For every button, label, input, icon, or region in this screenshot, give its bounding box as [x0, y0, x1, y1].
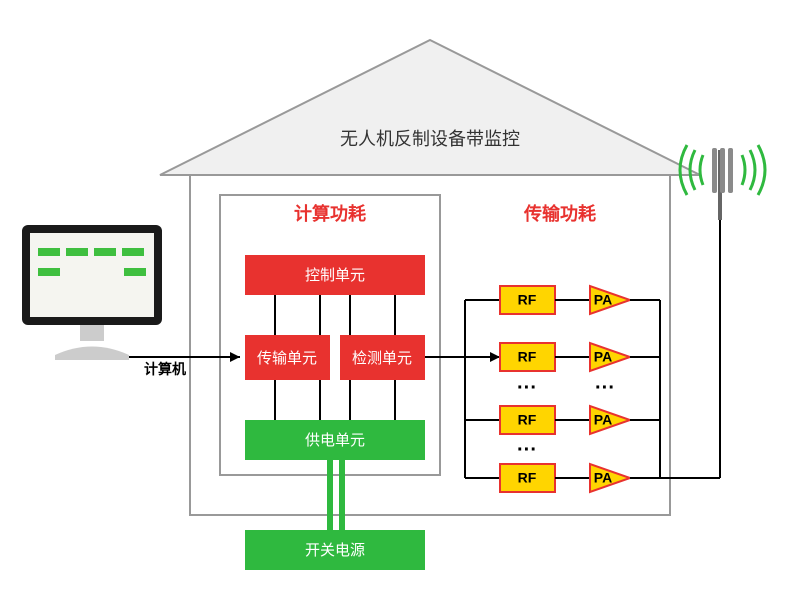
computer-label: 计算机 — [144, 361, 186, 377]
dots: ··· — [517, 377, 537, 399]
pa-label: PA — [594, 349, 612, 365]
rf-label: RF — [518, 470, 537, 486]
diagram-title: 无人机反制设备带监控 — [340, 129, 520, 149]
power-unit-label: 供电单元 — [305, 432, 365, 449]
detect-unit-label: 检测单元 — [352, 350, 412, 367]
transmit-section-title: 传输功耗 — [523, 203, 596, 224]
dots: ··· — [517, 439, 537, 461]
dots: ··· — [595, 377, 615, 399]
computer-icon — [22, 225, 162, 360]
psu-label: 开关电源 — [305, 542, 365, 559]
rf-label: RF — [518, 349, 537, 365]
pa-label: PA — [594, 470, 612, 486]
rf-label: RF — [518, 292, 537, 308]
control-unit-label: 控制单元 — [305, 267, 365, 284]
antenna-icon — [680, 145, 765, 220]
tx-unit-label: 传输单元 — [257, 350, 317, 367]
compute-section-title: 计算功耗 — [294, 203, 366, 224]
rf-label: RF — [518, 412, 537, 428]
pa-label: PA — [594, 292, 612, 308]
pa-label: PA — [594, 412, 612, 428]
house-roof — [160, 40, 700, 175]
